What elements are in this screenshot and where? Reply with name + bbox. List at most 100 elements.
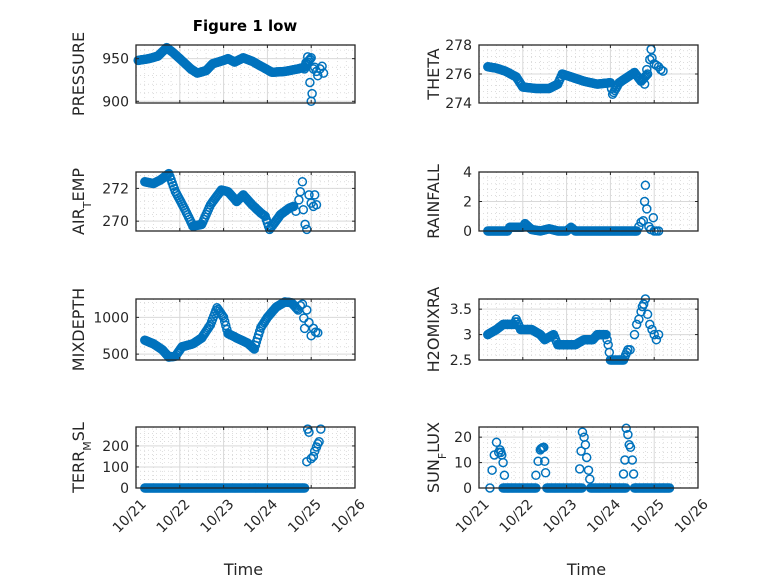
y-tick-label: 4 [463, 165, 472, 181]
data-point [305, 77, 315, 88]
data-point [648, 212, 659, 223]
y-axis-label: SUNFLUX [424, 422, 449, 493]
data-point [641, 70, 652, 80]
data-point [217, 311, 228, 321]
x-tick-label: 10/22 [154, 496, 194, 536]
y-tick-label: 500 [102, 347, 129, 363]
data-point [642, 64, 652, 75]
data-point [499, 470, 510, 481]
data-point [631, 319, 642, 330]
axes-box [478, 298, 699, 361]
axes-box [135, 426, 356, 489]
data-point [647, 53, 657, 63]
x-tick-label: 10/22 [497, 496, 537, 536]
x-axis-label: Time [223, 560, 263, 579]
data-point [295, 186, 306, 197]
data-point [309, 190, 320, 200]
data-point [306, 453, 316, 464]
axes-box [478, 426, 699, 489]
data-point [625, 345, 635, 355]
data-point [658, 66, 668, 76]
data-point [498, 457, 508, 468]
y-tick-label: 278 [445, 38, 472, 54]
data-point [627, 455, 638, 465]
data-point [491, 437, 502, 448]
data-point [531, 470, 541, 481]
data-point [653, 329, 664, 340]
data-point [487, 465, 497, 475]
data-point [304, 317, 314, 328]
data-point [540, 468, 551, 478]
x-tick-label: 10/21 [453, 496, 493, 536]
panel-sun_flux: 0 10 20 10/21 10/22 10/23 10/24 10/25 10/26 Time S… [424, 422, 712, 579]
data-point [585, 474, 595, 484]
x-axis-label: Time [566, 560, 606, 579]
y-axis-label: H2OMIXRA [424, 287, 443, 373]
data-point [308, 451, 319, 462]
y-axis-label: RAINFALL [424, 164, 443, 239]
data-point [318, 68, 329, 78]
data-point [629, 329, 640, 340]
series-h2omixra [483, 294, 664, 365]
figure-title: Figure 1 low [193, 17, 298, 35]
x-tick-label: 10/25 [628, 496, 668, 536]
axes-box [135, 44, 356, 104]
y-axis-label: MIXDEPTH [69, 288, 88, 371]
data-point [640, 180, 651, 191]
y-tick-label: 900 [102, 94, 129, 110]
data-point [642, 204, 652, 214]
data-point [580, 440, 591, 450]
y-tick-label: 0 [463, 481, 472, 497]
y-tick-label: 2 [463, 195, 472, 211]
data-point [601, 329, 611, 340]
panel-h2omixra: 2.5 3 3.5 H2OMIXRA [424, 287, 699, 373]
data-point [307, 88, 317, 99]
y-axis-label: PRESSURE [69, 32, 88, 116]
data-point [314, 436, 324, 447]
data-point [539, 456, 550, 467]
data-point [583, 465, 594, 475]
y-tick-label: 1000 [93, 310, 129, 326]
data-point [656, 64, 666, 75]
panel-mixdepth: 500 1000 MIXDEPTH [69, 288, 356, 371]
x-tick-label: 10/23 [541, 496, 581, 536]
x-tick-label: 10/25 [285, 496, 325, 536]
data-point [298, 204, 309, 215]
data-point [539, 442, 549, 453]
data-point [302, 52, 313, 62]
data-point [638, 299, 649, 309]
y-tick-label: 272 [102, 181, 129, 197]
data-point [638, 215, 649, 226]
data-point [621, 423, 631, 434]
data-point [313, 328, 323, 338]
data-point [576, 446, 586, 456]
data-point [300, 219, 310, 230]
data-point [577, 427, 588, 437]
series-mixdepth [140, 297, 323, 362]
x-tick-label: 10/26 [329, 496, 369, 536]
data-point [304, 427, 314, 438]
data-point [299, 323, 310, 334]
data-point [639, 79, 650, 89]
y-tick-label: 2.5 [450, 353, 472, 369]
data-point [651, 334, 662, 345]
x-tick-label: 10/23 [198, 496, 238, 536]
y-tick-label: 3.5 [450, 302, 472, 318]
y-tick-label: 0 [463, 224, 472, 240]
data-point [642, 69, 653, 79]
x-tick-label: 10/24 [584, 496, 624, 536]
y-tick-label: 270 [102, 214, 129, 230]
data-point [625, 442, 636, 453]
y-axis-label: AIRTEMP [69, 168, 94, 235]
data-point [297, 177, 308, 187]
data-point [618, 469, 629, 479]
y-tick-label: 950 [102, 52, 129, 68]
data-point [316, 424, 326, 434]
data-point [628, 469, 639, 479]
axes-box [135, 171, 356, 232]
data-point [636, 217, 646, 227]
data-point [313, 439, 323, 449]
panel-rainfall: 0 2 4 RAINFALL [424, 164, 699, 240]
